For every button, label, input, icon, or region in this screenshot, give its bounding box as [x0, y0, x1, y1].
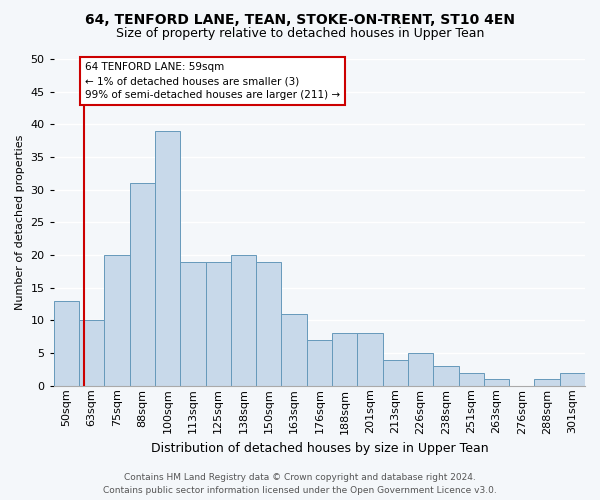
Bar [281, 314, 307, 386]
Bar [231, 255, 256, 386]
Text: 64 TENFORD LANE: 59sqm
← 1% of detached houses are smaller (3)
99% of semi-detac: 64 TENFORD LANE: 59sqm ← 1% of detached … [85, 62, 340, 100]
Bar [104, 255, 130, 386]
Bar [358, 334, 383, 386]
Bar [433, 366, 458, 386]
Bar [535, 379, 560, 386]
Bar [408, 353, 433, 386]
Bar [484, 379, 509, 386]
Bar [206, 262, 231, 386]
Text: 64, TENFORD LANE, TEAN, STOKE-ON-TRENT, ST10 4EN: 64, TENFORD LANE, TEAN, STOKE-ON-TRENT, … [85, 12, 515, 26]
Bar [458, 372, 484, 386]
Bar [256, 262, 281, 386]
Bar [332, 334, 358, 386]
Bar [560, 372, 585, 386]
Text: Size of property relative to detached houses in Upper Tean: Size of property relative to detached ho… [116, 28, 484, 40]
Bar [79, 320, 104, 386]
Bar [130, 183, 155, 386]
Y-axis label: Number of detached properties: Number of detached properties [15, 134, 25, 310]
Bar [307, 340, 332, 386]
Bar [54, 301, 79, 386]
Bar [155, 131, 180, 386]
Bar [180, 262, 206, 386]
Bar [383, 360, 408, 386]
X-axis label: Distribution of detached houses by size in Upper Tean: Distribution of detached houses by size … [151, 442, 488, 455]
Text: Contains HM Land Registry data © Crown copyright and database right 2024.
Contai: Contains HM Land Registry data © Crown c… [103, 474, 497, 495]
